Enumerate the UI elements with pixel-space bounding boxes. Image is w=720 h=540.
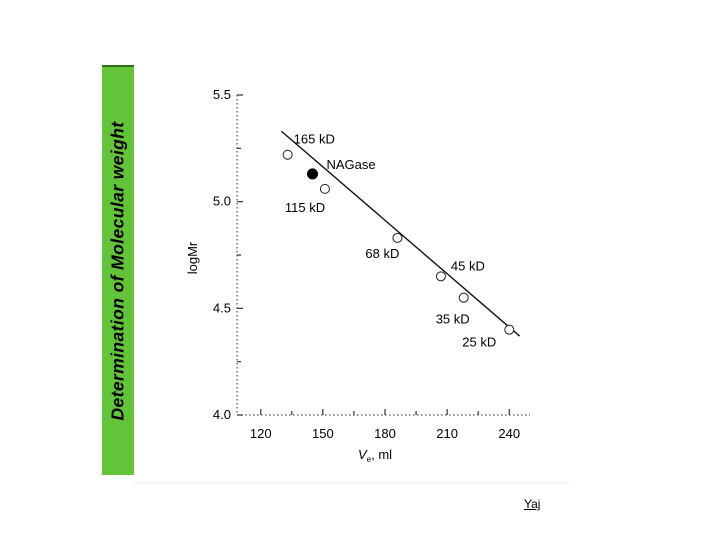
y-axis-label: logMr bbox=[185, 241, 200, 274]
standard-point bbox=[282, 149, 293, 160]
sample-label: NAGase bbox=[327, 157, 376, 172]
standard-label: 45 kD bbox=[451, 258, 485, 273]
y-tick-label: 5.5 bbox=[213, 87, 231, 102]
standard-label: 35 kD bbox=[436, 312, 470, 327]
x-axis-label-symbol: V bbox=[358, 447, 368, 462]
y-tick-label: 4.0 bbox=[213, 407, 231, 422]
x-axis-label: Ve, ml bbox=[358, 447, 392, 464]
standard-point bbox=[319, 183, 330, 194]
x-tick-label: 180 bbox=[374, 426, 396, 441]
standard-point bbox=[392, 232, 403, 243]
x-axis-label-subscript: e bbox=[367, 455, 372, 464]
side-title-bar: Determination of Molecular weight bbox=[102, 65, 134, 475]
standard-point bbox=[504, 324, 515, 335]
standard-label: 68 kD bbox=[365, 246, 399, 261]
standard-point bbox=[458, 292, 469, 303]
y-tick-label: 5.0 bbox=[213, 194, 231, 209]
standard-label: 115 kD bbox=[285, 200, 325, 215]
x-tick-label: 120 bbox=[250, 426, 272, 441]
footer-note: Yaj bbox=[524, 497, 541, 511]
x-tick-label: 240 bbox=[498, 426, 520, 441]
standard-label: 165 kD bbox=[294, 132, 335, 147]
y-tick-label: 4.5 bbox=[213, 300, 231, 315]
calibration-line bbox=[280, 130, 521, 337]
x-tick-label: 150 bbox=[312, 426, 334, 441]
sample-point bbox=[307, 168, 318, 180]
x-axis-label-units: , ml bbox=[371, 447, 392, 462]
standard-point bbox=[435, 271, 446, 282]
x-tick-label: 210 bbox=[436, 426, 458, 441]
standard-label: 25 kD bbox=[462, 335, 496, 350]
